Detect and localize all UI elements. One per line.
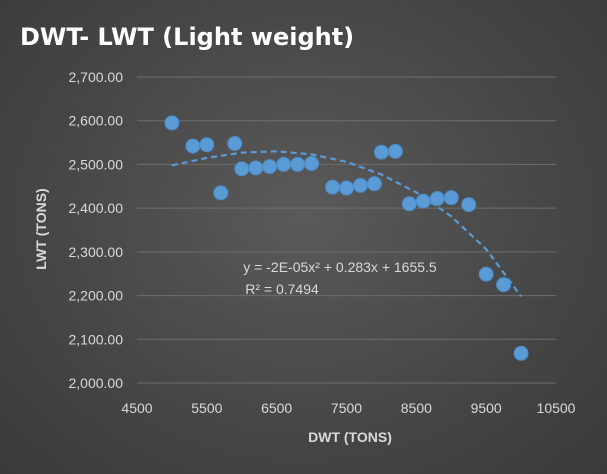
y-axis-label: LWT (TONS) (33, 188, 49, 269)
x-tick-label: 6500 (261, 400, 292, 416)
data-point (387, 143, 403, 159)
y-tick-label: 2,100.00 (69, 331, 124, 347)
data-point (366, 176, 382, 192)
data-point (339, 180, 354, 196)
data-point (185, 138, 201, 154)
x-tick-label: 7500 (331, 400, 362, 416)
y-tick-label: 2,600.00 (69, 113, 124, 129)
data-point (443, 190, 459, 206)
data-point (262, 159, 278, 175)
data-point (304, 156, 320, 172)
x-tick-label: 5500 (191, 400, 222, 416)
data-point (248, 160, 264, 176)
y-tick-label: 2,700.00 (69, 69, 124, 85)
data-point (513, 345, 529, 361)
data-point (164, 115, 180, 131)
y-tick-label: 2,000.00 (69, 375, 124, 391)
trendline (171, 150, 522, 298)
r-squared-label: R² = 0.7494 (245, 281, 319, 297)
data-point (415, 193, 431, 209)
gridlines (137, 76, 556, 384)
x-tick-label: 8500 (401, 400, 432, 416)
data-point (429, 191, 445, 207)
data-point (461, 197, 477, 213)
data-point (199, 137, 215, 153)
y-axis-ticks: 2,000.00 2,100.00 2,200.00 2,300.00 2,400.00… (69, 69, 124, 391)
x-tick-label: 10500 (537, 400, 576, 416)
x-tick-label: 4500 (121, 400, 152, 416)
data-point (325, 179, 341, 195)
y-tick-label: 2,400.00 (69, 200, 124, 216)
chart-title: DWT- LWT (Light weight) (20, 23, 354, 51)
data-point (227, 135, 243, 151)
data-point (496, 277, 512, 293)
y-tick-label: 2,300.00 (69, 244, 124, 260)
data-point (234, 161, 250, 177)
data-point (401, 196, 417, 212)
y-tick-label: 2,200.00 (69, 288, 124, 304)
data-point (352, 177, 368, 193)
x-axis-ticks: 4500 5500 6500 7500 8500 9500 10500 (121, 400, 575, 416)
y-tick-label: 2,500.00 (69, 156, 124, 172)
data-point (213, 185, 229, 201)
data-point (373, 144, 389, 160)
data-point (478, 266, 494, 282)
data-point (276, 156, 292, 172)
data-point (290, 156, 306, 172)
data-points (164, 115, 529, 361)
x-tick-label: 9500 (471, 400, 502, 416)
x-axis-label: DWT (TONS) (308, 429, 392, 445)
trendline-equation: y = -2E-05x² + 0.283x + 1655.5 (243, 259, 437, 275)
